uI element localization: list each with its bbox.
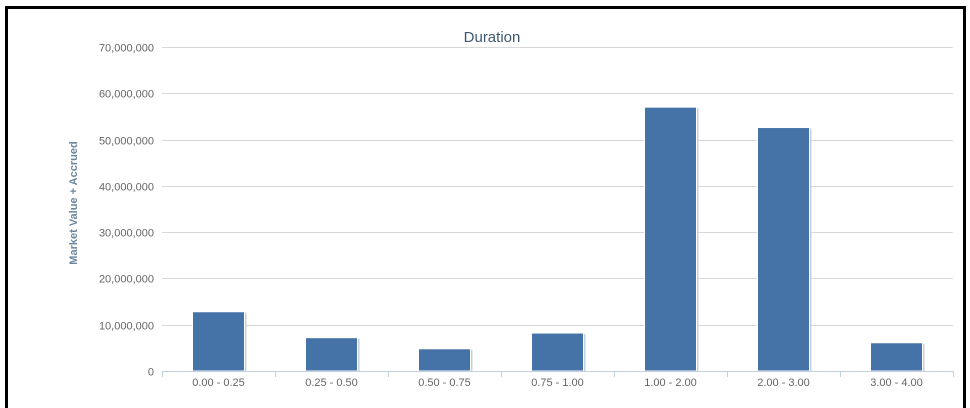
bar-4[interactable] bbox=[644, 106, 697, 372]
bar-1[interactable] bbox=[305, 337, 358, 372]
y-axis-ticks: 0 10,000,000 20,000,000 30,000,000 40,000,00… bbox=[99, 43, 154, 379]
y-tick-label: 50,000,000 bbox=[99, 136, 154, 148]
x-tick-label: 1.00 - 2.00 bbox=[644, 377, 697, 389]
gridlines bbox=[162, 47, 953, 326]
x-tick-label: 0.25 - 0.50 bbox=[305, 377, 358, 389]
bar-2[interactable] bbox=[418, 348, 471, 372]
chart-title: Duration bbox=[464, 29, 521, 46]
bar-6[interactable] bbox=[870, 342, 923, 372]
x-tick-label: 0.00 - 0.25 bbox=[192, 377, 245, 389]
x-axis-ticks: 0.00 - 0.25 0.25 - 0.50 0.50 - 0.75 0.75 - … bbox=[162, 371, 954, 389]
y-tick-label: 70,000,000 bbox=[99, 43, 154, 55]
x-tick-label: 3.00 - 4.00 bbox=[870, 377, 923, 389]
bar-3[interactable] bbox=[531, 332, 584, 372]
bar-0[interactable] bbox=[192, 311, 245, 372]
y-tick-label: 40,000,000 bbox=[99, 182, 154, 194]
x-tick-label: 0.75 - 1.00 bbox=[531, 377, 584, 389]
x-tick-label: 0.50 - 0.75 bbox=[418, 377, 471, 389]
x-tick-label: 2.00 - 3.00 bbox=[757, 377, 810, 389]
bars bbox=[192, 106, 925, 372]
bar-5[interactable] bbox=[757, 127, 810, 372]
y-tick-label: 30,000,000 bbox=[99, 228, 154, 240]
y-tick-label: 20,000,000 bbox=[99, 274, 154, 286]
y-tick-label: 0 bbox=[148, 367, 154, 379]
y-axis-title: Market Value + Accrued bbox=[68, 141, 80, 264]
y-tick-label: 10,000,000 bbox=[99, 321, 154, 333]
y-tick-label: 60,000,000 bbox=[99, 89, 154, 101]
